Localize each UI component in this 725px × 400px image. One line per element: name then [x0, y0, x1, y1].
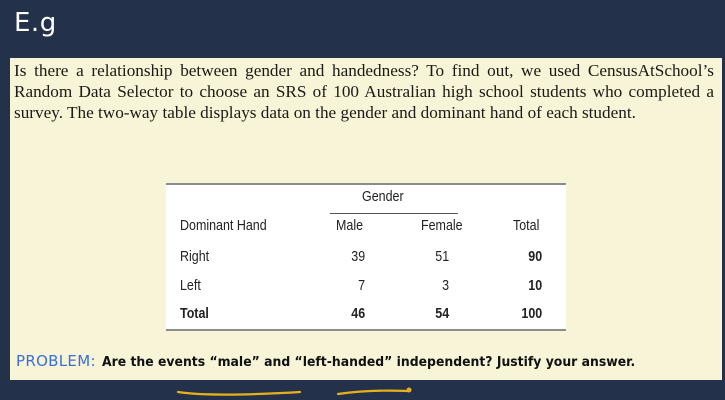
cell-right-total: 90: [528, 249, 542, 265]
question-text: Is there a relationship between gender a…: [14, 61, 714, 122]
two-way-table: Gender Dominant Hand Male Female Total R…: [166, 183, 566, 331]
cell-grand-total: 100: [521, 306, 542, 322]
gender-header-rule: [330, 213, 458, 214]
cell-total-female: 54: [435, 306, 449, 322]
annotation-dot: [406, 387, 412, 393]
column-header-female: Female: [421, 218, 463, 234]
column-header-male: Male: [336, 218, 364, 234]
problem-statement: PROBLEM: Are the events “male” and “left-…: [16, 351, 681, 370]
table-top-rule: [166, 183, 566, 185]
cell-right-female: 51: [435, 249, 449, 265]
column-header-total: Total: [513, 218, 540, 234]
cell-left-male: 7: [358, 278, 365, 294]
gender-group-header: Gender: [362, 189, 404, 205]
underline-left-handed: [336, 389, 410, 396]
column-header-dominant-hand: Dominant Hand: [180, 218, 267, 234]
underline-male: [176, 390, 302, 396]
cell-left-female: 3: [442, 278, 449, 294]
row-label-right: Right: [180, 249, 210, 265]
row-label-total: Total: [180, 306, 209, 322]
row-label-left: Left: [180, 278, 201, 294]
cell-left-total: 10: [528, 278, 542, 294]
cell-total-male: 46: [351, 306, 365, 322]
content-panel: Is there a relationship between gender a…: [10, 58, 722, 380]
problem-label: PROBLEM:: [16, 352, 96, 370]
problem-text: Are the events “male” and “left-handed” …: [101, 354, 636, 370]
cell-right-male: 39: [351, 249, 365, 265]
table-bottom-rule: [166, 329, 566, 331]
slide-title: E.g: [14, 8, 57, 38]
